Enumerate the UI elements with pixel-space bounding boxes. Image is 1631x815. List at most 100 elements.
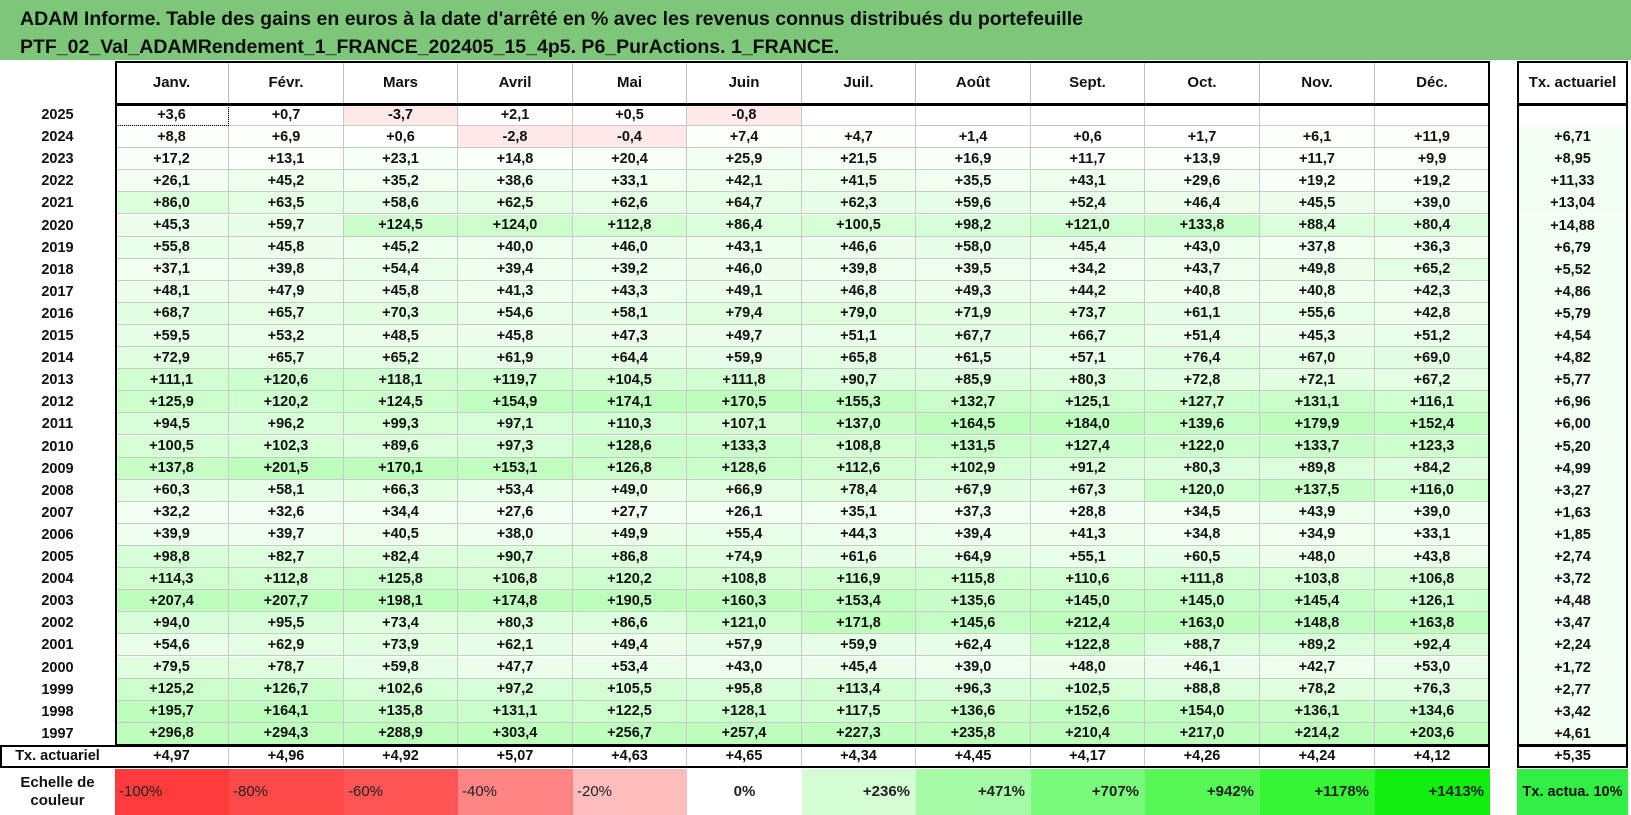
table-cell: +210,4 (1031, 722, 1145, 745)
table-cell: +55,1 (1031, 546, 1145, 569)
table-cell (1031, 104, 1145, 127)
annual-rate-cell: +4,48 (1517, 590, 1628, 613)
table-cell: +201,5 (229, 457, 344, 480)
table-cell: +38,0 (458, 523, 573, 546)
table-cell: +46,6 (802, 236, 916, 259)
annual-rate-cell: +6,71 (1517, 126, 1628, 149)
report-title-line1: ADAM Informe. Table des gains en euros à… (20, 8, 1083, 30)
table-cell: +38,6 (458, 170, 573, 193)
table-cell: +127,4 (1031, 435, 1145, 458)
table-cell: +195,7 (115, 700, 229, 723)
table-cell: +53,4 (458, 479, 573, 502)
table-cell: +235,8 (916, 722, 1031, 745)
annual-rate-cell: +4,86 (1517, 280, 1628, 303)
table-cell: +51,2 (1375, 325, 1490, 348)
table-cell: +53,4 (573, 656, 687, 679)
table-cell: +53,0 (1375, 656, 1490, 679)
table-cell: +0,5 (573, 104, 687, 127)
month-header: Mai (573, 61, 687, 104)
totals-cell: +4,34 (802, 744, 916, 767)
table-cell: +128,6 (573, 435, 687, 458)
table-cell: +43,7 (1145, 258, 1260, 281)
table-cell: +126,7 (229, 678, 344, 701)
table-cell: +88,7 (1145, 634, 1260, 657)
table-cell: +39,7 (229, 523, 344, 546)
table-cell: +42,3 (1375, 280, 1490, 303)
table-cell: +164,1 (229, 700, 344, 723)
table-cell: +117,5 (802, 700, 916, 723)
annual-rate-cell: +3,72 (1517, 568, 1628, 591)
table-cell: +154,0 (1145, 700, 1260, 723)
table-cell: +111,1 (115, 369, 229, 392)
table-cell: +33,1 (573, 170, 687, 193)
table-cell: +82,4 (344, 546, 458, 569)
annual-rate-cell: +2,74 (1517, 546, 1628, 569)
table-cell: +64,9 (916, 546, 1031, 569)
table-cell: +39,9 (115, 523, 229, 546)
annual-rate-cell: +11,33 (1517, 170, 1628, 193)
table-cell: +11,9 (1375, 126, 1490, 149)
table-cell: +67,0 (1260, 347, 1375, 370)
month-header: Juil. (802, 61, 916, 104)
annual-rate-cell: +5,52 (1517, 258, 1628, 281)
scale-label: Echelle de couleur (20, 773, 95, 809)
table-cell: +47,3 (573, 325, 687, 348)
table-cell: +111,8 (687, 369, 802, 392)
table-cell: +71,9 (916, 302, 1031, 325)
table-cell: +48,1 (115, 280, 229, 303)
table-cell: +137,0 (802, 413, 916, 436)
table-cell: +132,7 (916, 391, 1031, 414)
table-cell: +100,5 (802, 214, 916, 237)
table-cell: +170,5 (687, 391, 802, 414)
table-cell: +294,3 (229, 722, 344, 745)
table-cell: +32,6 (229, 501, 344, 524)
table-cell: +112,8 (229, 568, 344, 591)
table-cell: +303,4 (458, 722, 573, 745)
table-cell: +110,6 (1031, 568, 1145, 591)
totals-rate: +5,35 (1554, 747, 1591, 764)
totals-cell: +4,45 (916, 744, 1031, 767)
table-cell: +66,7 (1031, 325, 1145, 348)
table-cell: +25,9 (687, 148, 802, 171)
table-cell: +131,1 (1260, 391, 1375, 414)
table-cell: +116,1 (1375, 391, 1490, 414)
table-cell: +164,5 (916, 413, 1031, 436)
table-cell: +35,2 (344, 170, 458, 193)
table-cell: +55,8 (115, 236, 229, 259)
table-cell: +62,3 (802, 192, 916, 215)
table-cell: +23,1 (344, 148, 458, 171)
table-cell: +37,8 (1260, 236, 1375, 259)
table-cell: +2,1 (458, 104, 573, 127)
table-cell: +70,3 (344, 302, 458, 325)
table-cell: +145,4 (1260, 590, 1375, 613)
table-cell: +46,8 (802, 280, 916, 303)
table-cell: +106,8 (458, 568, 573, 591)
table-cell: +122,8 (1031, 634, 1145, 657)
table-cell: +256,7 (573, 722, 687, 745)
table-cell: +179,9 (1260, 413, 1375, 436)
annual-rate-cell: +4,82 (1517, 347, 1628, 370)
totals-cell: +4,96 (229, 744, 344, 767)
table-cell: +66,3 (344, 479, 458, 502)
table-cell: +37,3 (916, 501, 1031, 524)
table-cell: +39,0 (1375, 501, 1490, 524)
table-cell: +108,8 (687, 568, 802, 591)
table-cell: +45,8 (229, 236, 344, 259)
year-label: 2023 (41, 151, 74, 168)
table-cell: +45,3 (115, 214, 229, 237)
table-cell: +49,0 (573, 479, 687, 502)
totals-cell: +4,97 (115, 744, 229, 767)
table-cell: +19,2 (1375, 170, 1490, 193)
table-cell: +6,1 (1260, 126, 1375, 149)
table-cell: +73,4 (344, 612, 458, 635)
table-cell: +125,2 (115, 678, 229, 701)
totals-cell: +4,24 (1260, 744, 1375, 767)
table-cell: +45,4 (1031, 236, 1145, 259)
year-label: 2015 (41, 328, 74, 345)
table-cell: +105,5 (573, 678, 687, 701)
table-cell: +59,5 (115, 325, 229, 348)
table-cell: +212,4 (1031, 612, 1145, 635)
color-scale-swatch: +1413% (1375, 768, 1490, 815)
year-label: 2017 (41, 283, 74, 300)
table-cell: +214,2 (1260, 722, 1375, 745)
